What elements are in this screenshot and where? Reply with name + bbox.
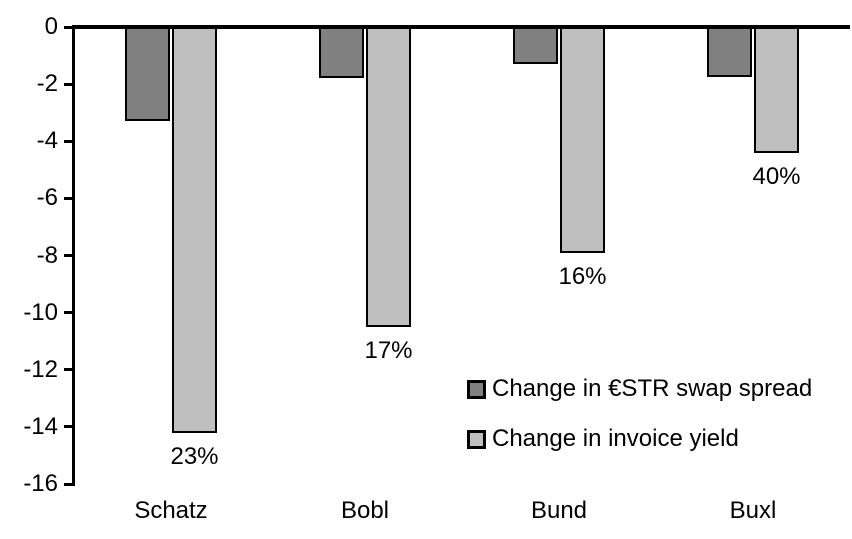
bar-value-label: 16% [558, 262, 607, 290]
bar-value-label: 17% [364, 336, 413, 364]
y-axis-tick [64, 482, 73, 486]
legend-item-swap-spread: Change in €STR swap spread [467, 376, 812, 402]
x-axis-category-label: Bobl [340, 497, 390, 524]
y-axis-tick [64, 311, 73, 315]
x-axis-category-label: Schatz [134, 497, 208, 524]
y-axis-tick [64, 139, 73, 143]
bar-schatz-invoice-yield [172, 27, 217, 433]
y-axis-tick-label: -12 [23, 355, 58, 383]
y-axis-tick-label: -8 [36, 241, 58, 269]
x-axis-zero-line [72, 25, 850, 29]
legend-label: Change in invoice yield [492, 425, 739, 452]
bar-bund-invoice-yield [560, 27, 605, 253]
y-axis-tick-label: -4 [36, 127, 58, 155]
bar-bund-swap-spread [513, 27, 558, 65]
x-axis-category-label: Bund [530, 497, 588, 524]
y-axis-tick [64, 368, 73, 372]
y-axis-tick-label: -10 [23, 298, 58, 326]
y-axis-tick-label: -2 [36, 70, 58, 98]
y-axis-tick [64, 196, 73, 200]
y-axis-tick-label: -14 [23, 412, 58, 440]
x-axis-category-label: Buxl [729, 497, 777, 524]
bar-buxl-invoice-yield [754, 27, 799, 153]
bar-value-label: 40% [752, 162, 801, 190]
y-axis-tick [64, 425, 73, 429]
y-axis-tick-label: -6 [36, 184, 58, 212]
bar-buxl-swap-spread [707, 27, 752, 77]
legend-swatch-icon [467, 379, 486, 399]
y-axis-line [72, 25, 75, 486]
y-axis-tick [64, 25, 73, 29]
bar-value-label: 23% [170, 442, 219, 470]
y-axis-tick [64, 254, 73, 257]
y-axis-tick [64, 82, 73, 86]
bar-schatz-swap-spread [125, 27, 170, 122]
y-axis-tick-label: -16 [23, 470, 58, 497]
bar-bobl-invoice-yield [366, 27, 411, 327]
bar-bobl-swap-spread [319, 27, 364, 79]
legend-label: Change in €STR swap spread [492, 375, 813, 402]
legend-item-invoice-yield: Change in invoice yield [467, 426, 739, 452]
y-axis-tick-label: 0 [44, 13, 58, 40]
legend-swatch-icon [467, 429, 486, 449]
